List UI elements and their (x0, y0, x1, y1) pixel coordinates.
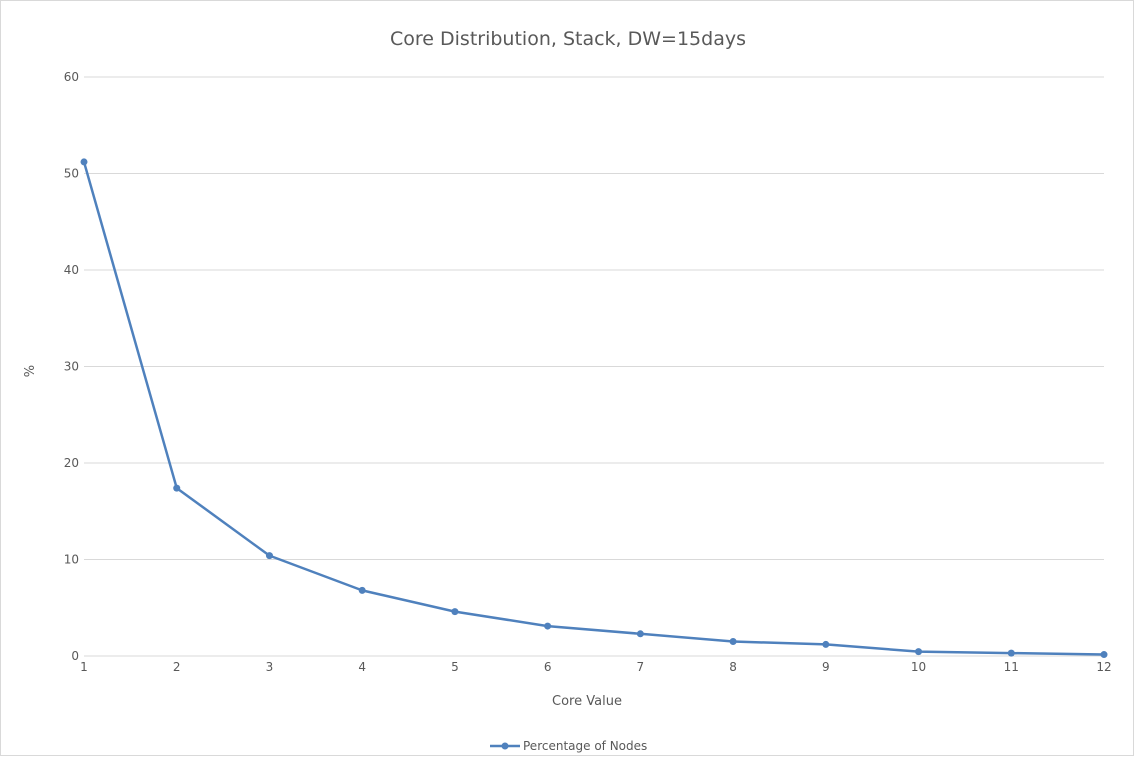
y-axis-title: % (23, 365, 38, 377)
x-tick-label: 2 (173, 660, 181, 674)
data-point (173, 484, 181, 492)
data-point (265, 552, 273, 560)
series-line (82, 161, 1105, 656)
y-axis-ticks: 0 10 20 30 40 50 60 (64, 70, 79, 663)
x-tick-label: 10 (911, 660, 926, 674)
x-tick-label: 7 (637, 660, 645, 674)
y-tick-label: 20 (64, 456, 79, 470)
x-tick-label: 1 (80, 660, 88, 674)
legend-label: Percentage of Nodes (523, 739, 647, 753)
x-tick-label: 11 (1004, 660, 1019, 674)
y-tick-label: 40 (64, 263, 79, 277)
data-point (729, 638, 737, 646)
y-tick-label: 10 (64, 553, 79, 567)
y-tick-label: 0 (71, 649, 79, 663)
chart-title: Core Distribution, Stack, DW=15days (390, 28, 746, 50)
series-layer (80, 158, 1108, 659)
data-point (544, 622, 552, 630)
x-tick-label: 6 (544, 660, 552, 674)
x-axis-ticks: 1 2 3 4 5 6 7 8 9 10 11 12 (80, 660, 1111, 674)
legend-dot-marker (501, 742, 509, 750)
data-point (358, 586, 366, 594)
data-point (636, 630, 644, 638)
data-point (451, 608, 459, 616)
data-point (1100, 651, 1108, 659)
data-point (80, 158, 88, 166)
x-tick-label: 4 (358, 660, 366, 674)
x-tick-label: 5 (451, 660, 459, 674)
x-tick-label: 12 (1096, 660, 1111, 674)
y-tick-label: 60 (64, 70, 79, 84)
data-point (915, 648, 923, 656)
gridlines (84, 76, 1104, 657)
y-tick-label: 50 (64, 167, 79, 181)
data-point (822, 640, 830, 648)
x-axis-title: Core Value (552, 694, 622, 709)
data-point (1007, 649, 1015, 657)
x-tick-label: 3 (266, 660, 274, 674)
x-tick-label: 8 (729, 660, 737, 674)
y-tick-label: 30 (64, 360, 79, 374)
legend: Percentage of Nodes (490, 739, 647, 753)
x-tick-label: 9 (822, 660, 830, 674)
